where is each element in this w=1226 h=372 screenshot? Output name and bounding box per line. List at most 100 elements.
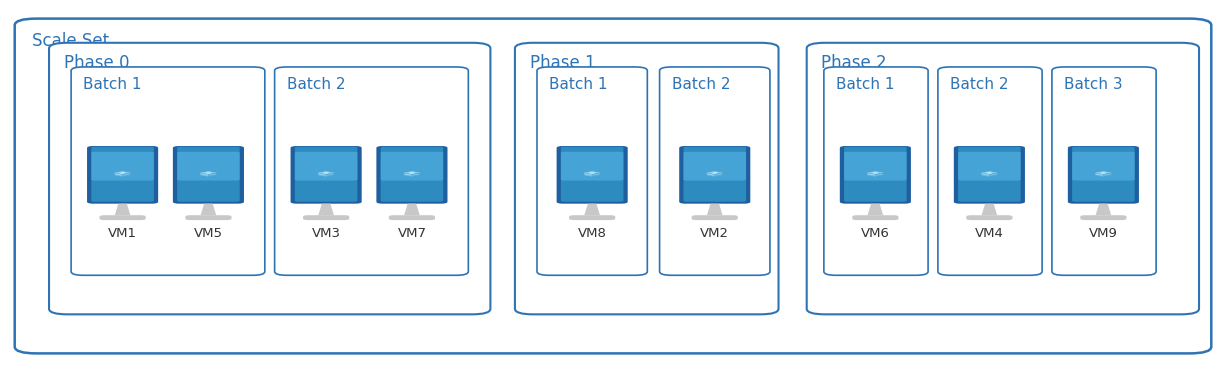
- FancyBboxPatch shape: [91, 147, 154, 202]
- Text: VM3: VM3: [311, 227, 341, 240]
- FancyBboxPatch shape: [966, 215, 1013, 220]
- Text: Batch 1: Batch 1: [836, 77, 895, 92]
- Text: VM8: VM8: [577, 227, 607, 240]
- Text: Batch 1: Batch 1: [549, 77, 608, 92]
- FancyBboxPatch shape: [294, 152, 358, 181]
- FancyBboxPatch shape: [376, 146, 447, 203]
- Text: VM7: VM7: [397, 227, 427, 240]
- Polygon shape: [201, 203, 216, 215]
- FancyBboxPatch shape: [303, 215, 349, 220]
- FancyBboxPatch shape: [660, 67, 770, 275]
- Text: Phase 2: Phase 2: [821, 54, 888, 72]
- FancyBboxPatch shape: [515, 43, 779, 314]
- FancyBboxPatch shape: [843, 147, 907, 202]
- Polygon shape: [875, 173, 883, 176]
- FancyBboxPatch shape: [683, 152, 747, 181]
- FancyBboxPatch shape: [1072, 147, 1135, 202]
- FancyBboxPatch shape: [291, 146, 362, 203]
- Polygon shape: [707, 203, 722, 215]
- FancyBboxPatch shape: [1080, 215, 1127, 220]
- FancyBboxPatch shape: [1072, 152, 1135, 181]
- Polygon shape: [208, 173, 216, 176]
- FancyBboxPatch shape: [177, 152, 240, 181]
- FancyBboxPatch shape: [87, 146, 158, 203]
- Polygon shape: [868, 171, 883, 174]
- Text: Batch 1: Batch 1: [83, 77, 142, 92]
- FancyBboxPatch shape: [958, 152, 1021, 181]
- FancyBboxPatch shape: [389, 215, 435, 220]
- FancyBboxPatch shape: [185, 215, 232, 220]
- Text: Phase 0: Phase 0: [64, 54, 129, 72]
- Polygon shape: [319, 173, 326, 176]
- FancyBboxPatch shape: [537, 67, 647, 275]
- FancyBboxPatch shape: [380, 147, 444, 202]
- FancyBboxPatch shape: [569, 215, 615, 220]
- FancyBboxPatch shape: [294, 147, 358, 202]
- Text: Batch 2: Batch 2: [287, 77, 346, 92]
- Polygon shape: [868, 203, 883, 215]
- Polygon shape: [405, 203, 419, 215]
- Text: VM4: VM4: [975, 227, 1004, 240]
- FancyBboxPatch shape: [679, 146, 750, 203]
- Text: Batch 2: Batch 2: [672, 77, 731, 92]
- FancyBboxPatch shape: [958, 147, 1021, 202]
- FancyBboxPatch shape: [177, 147, 240, 202]
- Polygon shape: [982, 173, 989, 176]
- Text: Batch 3: Batch 3: [1064, 77, 1123, 92]
- Polygon shape: [982, 203, 997, 215]
- Text: Phase 1: Phase 1: [530, 54, 596, 72]
- FancyBboxPatch shape: [824, 67, 928, 275]
- FancyBboxPatch shape: [938, 67, 1042, 275]
- Polygon shape: [592, 173, 600, 176]
- Polygon shape: [326, 173, 333, 176]
- FancyBboxPatch shape: [557, 146, 628, 203]
- FancyBboxPatch shape: [852, 215, 899, 220]
- Polygon shape: [115, 173, 123, 176]
- Text: Scale Set: Scale Set: [32, 32, 109, 49]
- FancyBboxPatch shape: [15, 19, 1211, 353]
- Polygon shape: [1096, 173, 1103, 176]
- Polygon shape: [707, 171, 722, 174]
- FancyBboxPatch shape: [807, 43, 1199, 314]
- FancyBboxPatch shape: [380, 152, 444, 181]
- Polygon shape: [982, 171, 997, 174]
- Polygon shape: [319, 171, 333, 174]
- FancyBboxPatch shape: [560, 152, 624, 181]
- Text: VM2: VM2: [700, 227, 729, 240]
- FancyBboxPatch shape: [1068, 146, 1139, 203]
- Polygon shape: [115, 171, 130, 174]
- Polygon shape: [115, 203, 130, 215]
- Polygon shape: [585, 203, 600, 215]
- Polygon shape: [1103, 173, 1111, 176]
- FancyBboxPatch shape: [49, 43, 490, 314]
- Text: VM9: VM9: [1089, 227, 1118, 240]
- Polygon shape: [989, 173, 997, 176]
- Text: VM6: VM6: [861, 227, 890, 240]
- FancyBboxPatch shape: [173, 146, 244, 203]
- Polygon shape: [585, 171, 600, 174]
- Polygon shape: [715, 173, 722, 176]
- Polygon shape: [201, 171, 216, 174]
- Text: VM5: VM5: [194, 227, 223, 240]
- Text: Batch 2: Batch 2: [950, 77, 1009, 92]
- Polygon shape: [707, 173, 715, 176]
- Polygon shape: [868, 173, 875, 176]
- Text: VM1: VM1: [108, 227, 137, 240]
- FancyBboxPatch shape: [954, 146, 1025, 203]
- FancyBboxPatch shape: [71, 67, 265, 275]
- Polygon shape: [412, 173, 419, 176]
- FancyBboxPatch shape: [691, 215, 738, 220]
- Polygon shape: [201, 173, 208, 176]
- FancyBboxPatch shape: [99, 215, 146, 220]
- Polygon shape: [405, 171, 419, 174]
- FancyBboxPatch shape: [843, 152, 907, 181]
- Polygon shape: [585, 173, 592, 176]
- FancyBboxPatch shape: [275, 67, 468, 275]
- Polygon shape: [123, 173, 130, 176]
- Polygon shape: [1096, 171, 1111, 174]
- FancyBboxPatch shape: [560, 147, 624, 202]
- Polygon shape: [1096, 203, 1111, 215]
- FancyBboxPatch shape: [1052, 67, 1156, 275]
- FancyBboxPatch shape: [683, 147, 747, 202]
- Polygon shape: [319, 203, 333, 215]
